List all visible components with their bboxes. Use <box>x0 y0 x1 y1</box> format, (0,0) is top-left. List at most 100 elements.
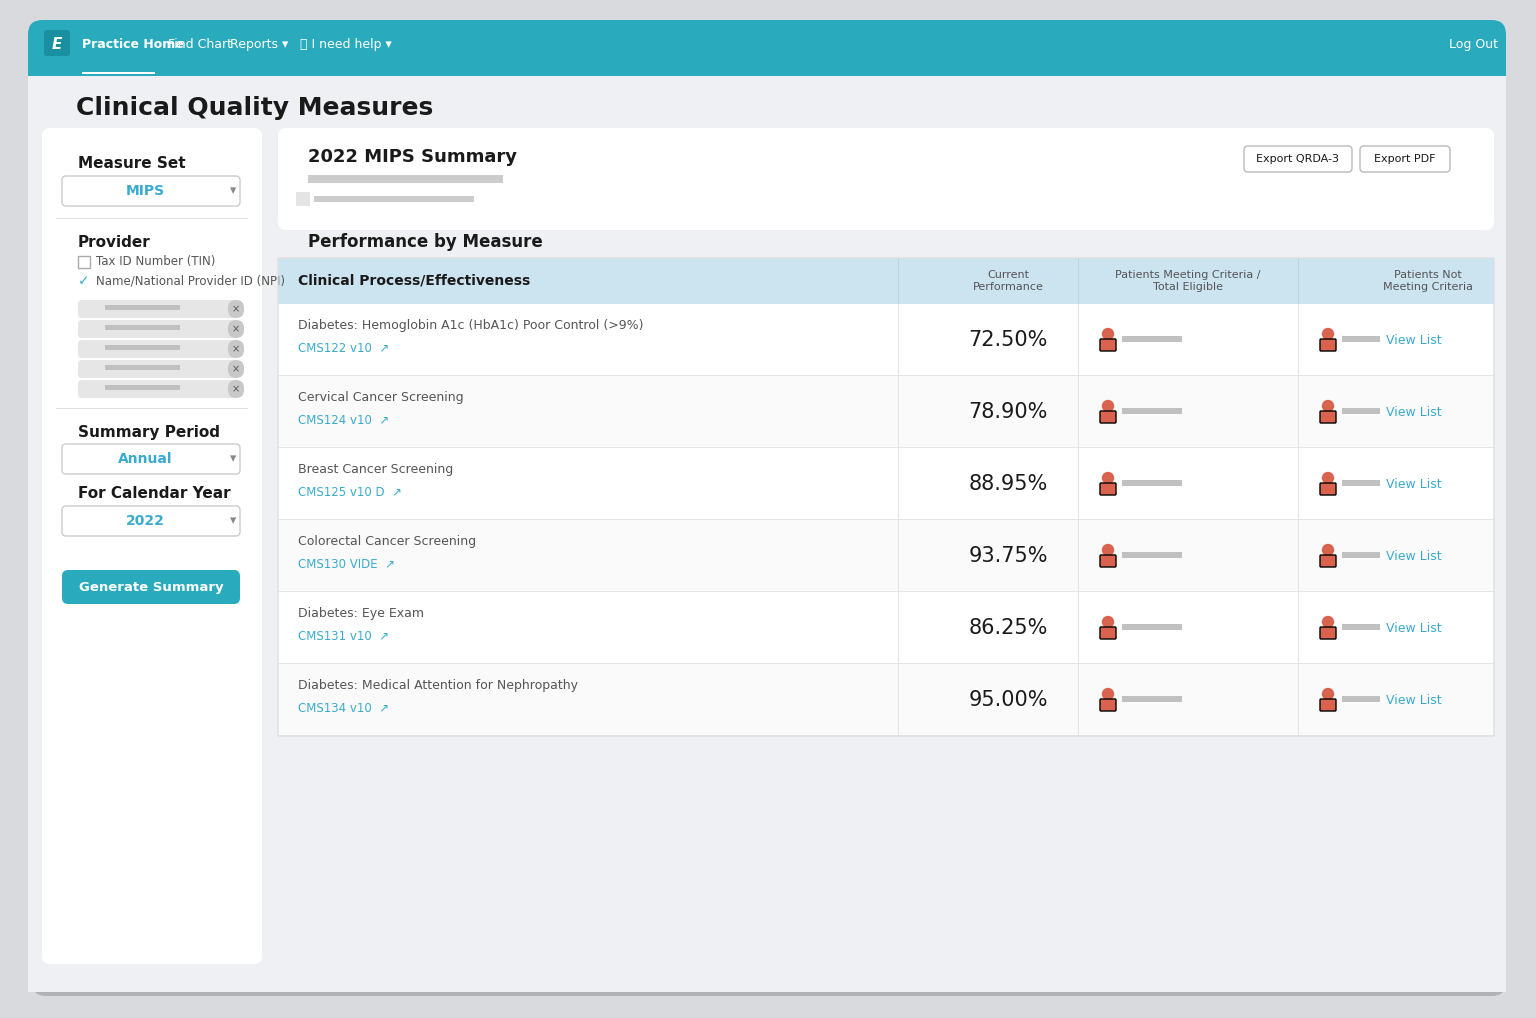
Text: CMS122 v10  ↗: CMS122 v10 ↗ <box>298 341 389 354</box>
Text: ⓘ I need help ▾: ⓘ I need help ▾ <box>300 38 392 51</box>
FancyBboxPatch shape <box>61 570 240 604</box>
FancyBboxPatch shape <box>78 380 237 398</box>
Text: Reports ▾: Reports ▾ <box>230 38 289 51</box>
Circle shape <box>1103 400 1114 411</box>
FancyBboxPatch shape <box>278 128 1495 230</box>
FancyBboxPatch shape <box>61 444 240 474</box>
Text: E: E <box>52 37 61 52</box>
Circle shape <box>1103 545 1114 556</box>
Text: ×: × <box>232 384 240 394</box>
Circle shape <box>1322 688 1333 699</box>
Circle shape <box>1103 617 1114 627</box>
FancyBboxPatch shape <box>32 24 1505 996</box>
Bar <box>1121 552 1183 558</box>
Text: Cervical Cancer Screening: Cervical Cancer Screening <box>298 392 464 404</box>
Bar <box>1342 408 1379 414</box>
Text: View List: View List <box>1385 550 1442 563</box>
Bar <box>278 258 1495 304</box>
Text: ×: × <box>232 344 240 354</box>
FancyBboxPatch shape <box>1319 339 1336 351</box>
Text: 93.75%: 93.75% <box>968 546 1048 566</box>
FancyBboxPatch shape <box>1100 627 1117 639</box>
Text: Export PDF: Export PDF <box>1375 154 1436 164</box>
Circle shape <box>1322 400 1333 411</box>
Text: ▾: ▾ <box>230 514 237 527</box>
Text: Clinical Process/Effectiveness: Clinical Process/Effectiveness <box>298 274 530 288</box>
Bar <box>278 664 1495 736</box>
Text: Performance by Measure: Performance by Measure <box>309 233 542 251</box>
FancyBboxPatch shape <box>1319 411 1336 423</box>
Text: 2022: 2022 <box>126 514 164 528</box>
Text: View List: View List <box>1385 622 1442 634</box>
Text: Clinical Quality Measures: Clinical Quality Measures <box>75 96 433 120</box>
Text: ×: × <box>232 364 240 374</box>
FancyBboxPatch shape <box>78 320 237 338</box>
FancyBboxPatch shape <box>1100 411 1117 423</box>
FancyBboxPatch shape <box>28 20 1505 992</box>
FancyBboxPatch shape <box>78 300 237 318</box>
Bar <box>1342 696 1379 702</box>
FancyBboxPatch shape <box>227 360 244 378</box>
Text: Export QRDA-3: Export QRDA-3 <box>1256 154 1339 164</box>
Text: 72.50%: 72.50% <box>968 330 1048 350</box>
Bar <box>296 192 310 206</box>
FancyBboxPatch shape <box>1100 339 1117 351</box>
FancyBboxPatch shape <box>1359 146 1450 172</box>
FancyBboxPatch shape <box>1319 627 1336 639</box>
Text: CMS125 v10 D  ↗: CMS125 v10 D ↗ <box>298 486 402 499</box>
Bar <box>28 76 1505 992</box>
FancyBboxPatch shape <box>1100 699 1117 711</box>
FancyBboxPatch shape <box>227 380 244 398</box>
Bar <box>278 448 1495 520</box>
Text: ▾: ▾ <box>230 452 237 465</box>
Text: Diabetes: Eye Exam: Diabetes: Eye Exam <box>298 608 424 621</box>
Bar <box>1121 624 1183 630</box>
Circle shape <box>1322 329 1333 339</box>
Text: View List: View List <box>1385 405 1442 418</box>
FancyBboxPatch shape <box>1319 483 1336 495</box>
Text: View List: View List <box>1385 334 1442 346</box>
Bar <box>28 48 1505 76</box>
Text: CMS131 v10  ↗: CMS131 v10 ↗ <box>298 629 389 642</box>
Bar <box>278 520 1495 592</box>
FancyBboxPatch shape <box>1244 146 1352 172</box>
Text: Breast Cancer Screening: Breast Cancer Screening <box>298 463 453 476</box>
Text: ×: × <box>232 324 240 334</box>
Text: 86.25%: 86.25% <box>968 618 1048 638</box>
Bar <box>278 304 1495 376</box>
Bar <box>104 345 180 350</box>
Text: Patients Meeting Criteria /
Total Eligible: Patients Meeting Criteria / Total Eligib… <box>1115 270 1261 292</box>
Text: Find Chart: Find Chart <box>167 38 232 51</box>
Text: 95.00%: 95.00% <box>968 690 1048 710</box>
Bar <box>1342 552 1379 558</box>
Text: MIPS: MIPS <box>126 184 164 197</box>
Bar <box>78 256 91 268</box>
Bar <box>1342 336 1379 342</box>
Bar <box>104 305 180 310</box>
Bar <box>104 365 180 370</box>
Text: Provider: Provider <box>78 234 151 249</box>
Text: Current
Performance: Current Performance <box>972 270 1043 292</box>
FancyBboxPatch shape <box>1100 555 1117 567</box>
Bar <box>278 592 1495 664</box>
Bar <box>313 196 475 202</box>
Text: Patients Not
Meeting Criteria: Patients Not Meeting Criteria <box>1382 270 1473 292</box>
Text: View List: View List <box>1385 477 1442 491</box>
Circle shape <box>1322 617 1333 627</box>
Bar <box>1342 480 1379 486</box>
FancyBboxPatch shape <box>41 128 263 964</box>
Text: ×: × <box>232 304 240 314</box>
Text: Diabetes: Medical Attention for Nephropathy: Diabetes: Medical Attention for Nephropa… <box>298 679 578 692</box>
Text: Practice Home: Practice Home <box>81 38 184 51</box>
Circle shape <box>1103 688 1114 699</box>
Bar <box>1121 408 1183 414</box>
FancyBboxPatch shape <box>45 30 71 56</box>
Text: Annual: Annual <box>118 452 172 466</box>
Bar <box>309 175 502 183</box>
Bar <box>1342 624 1379 630</box>
Text: 2022 MIPS Summary: 2022 MIPS Summary <box>309 148 518 166</box>
Text: Name/National Provider ID (NPI): Name/National Provider ID (NPI) <box>95 275 286 287</box>
Bar <box>104 385 180 390</box>
Text: Diabetes: Hemoglobin A1c (HbA1c) Poor Control (>9%): Diabetes: Hemoglobin A1c (HbA1c) Poor Co… <box>298 320 644 333</box>
FancyBboxPatch shape <box>78 360 237 378</box>
